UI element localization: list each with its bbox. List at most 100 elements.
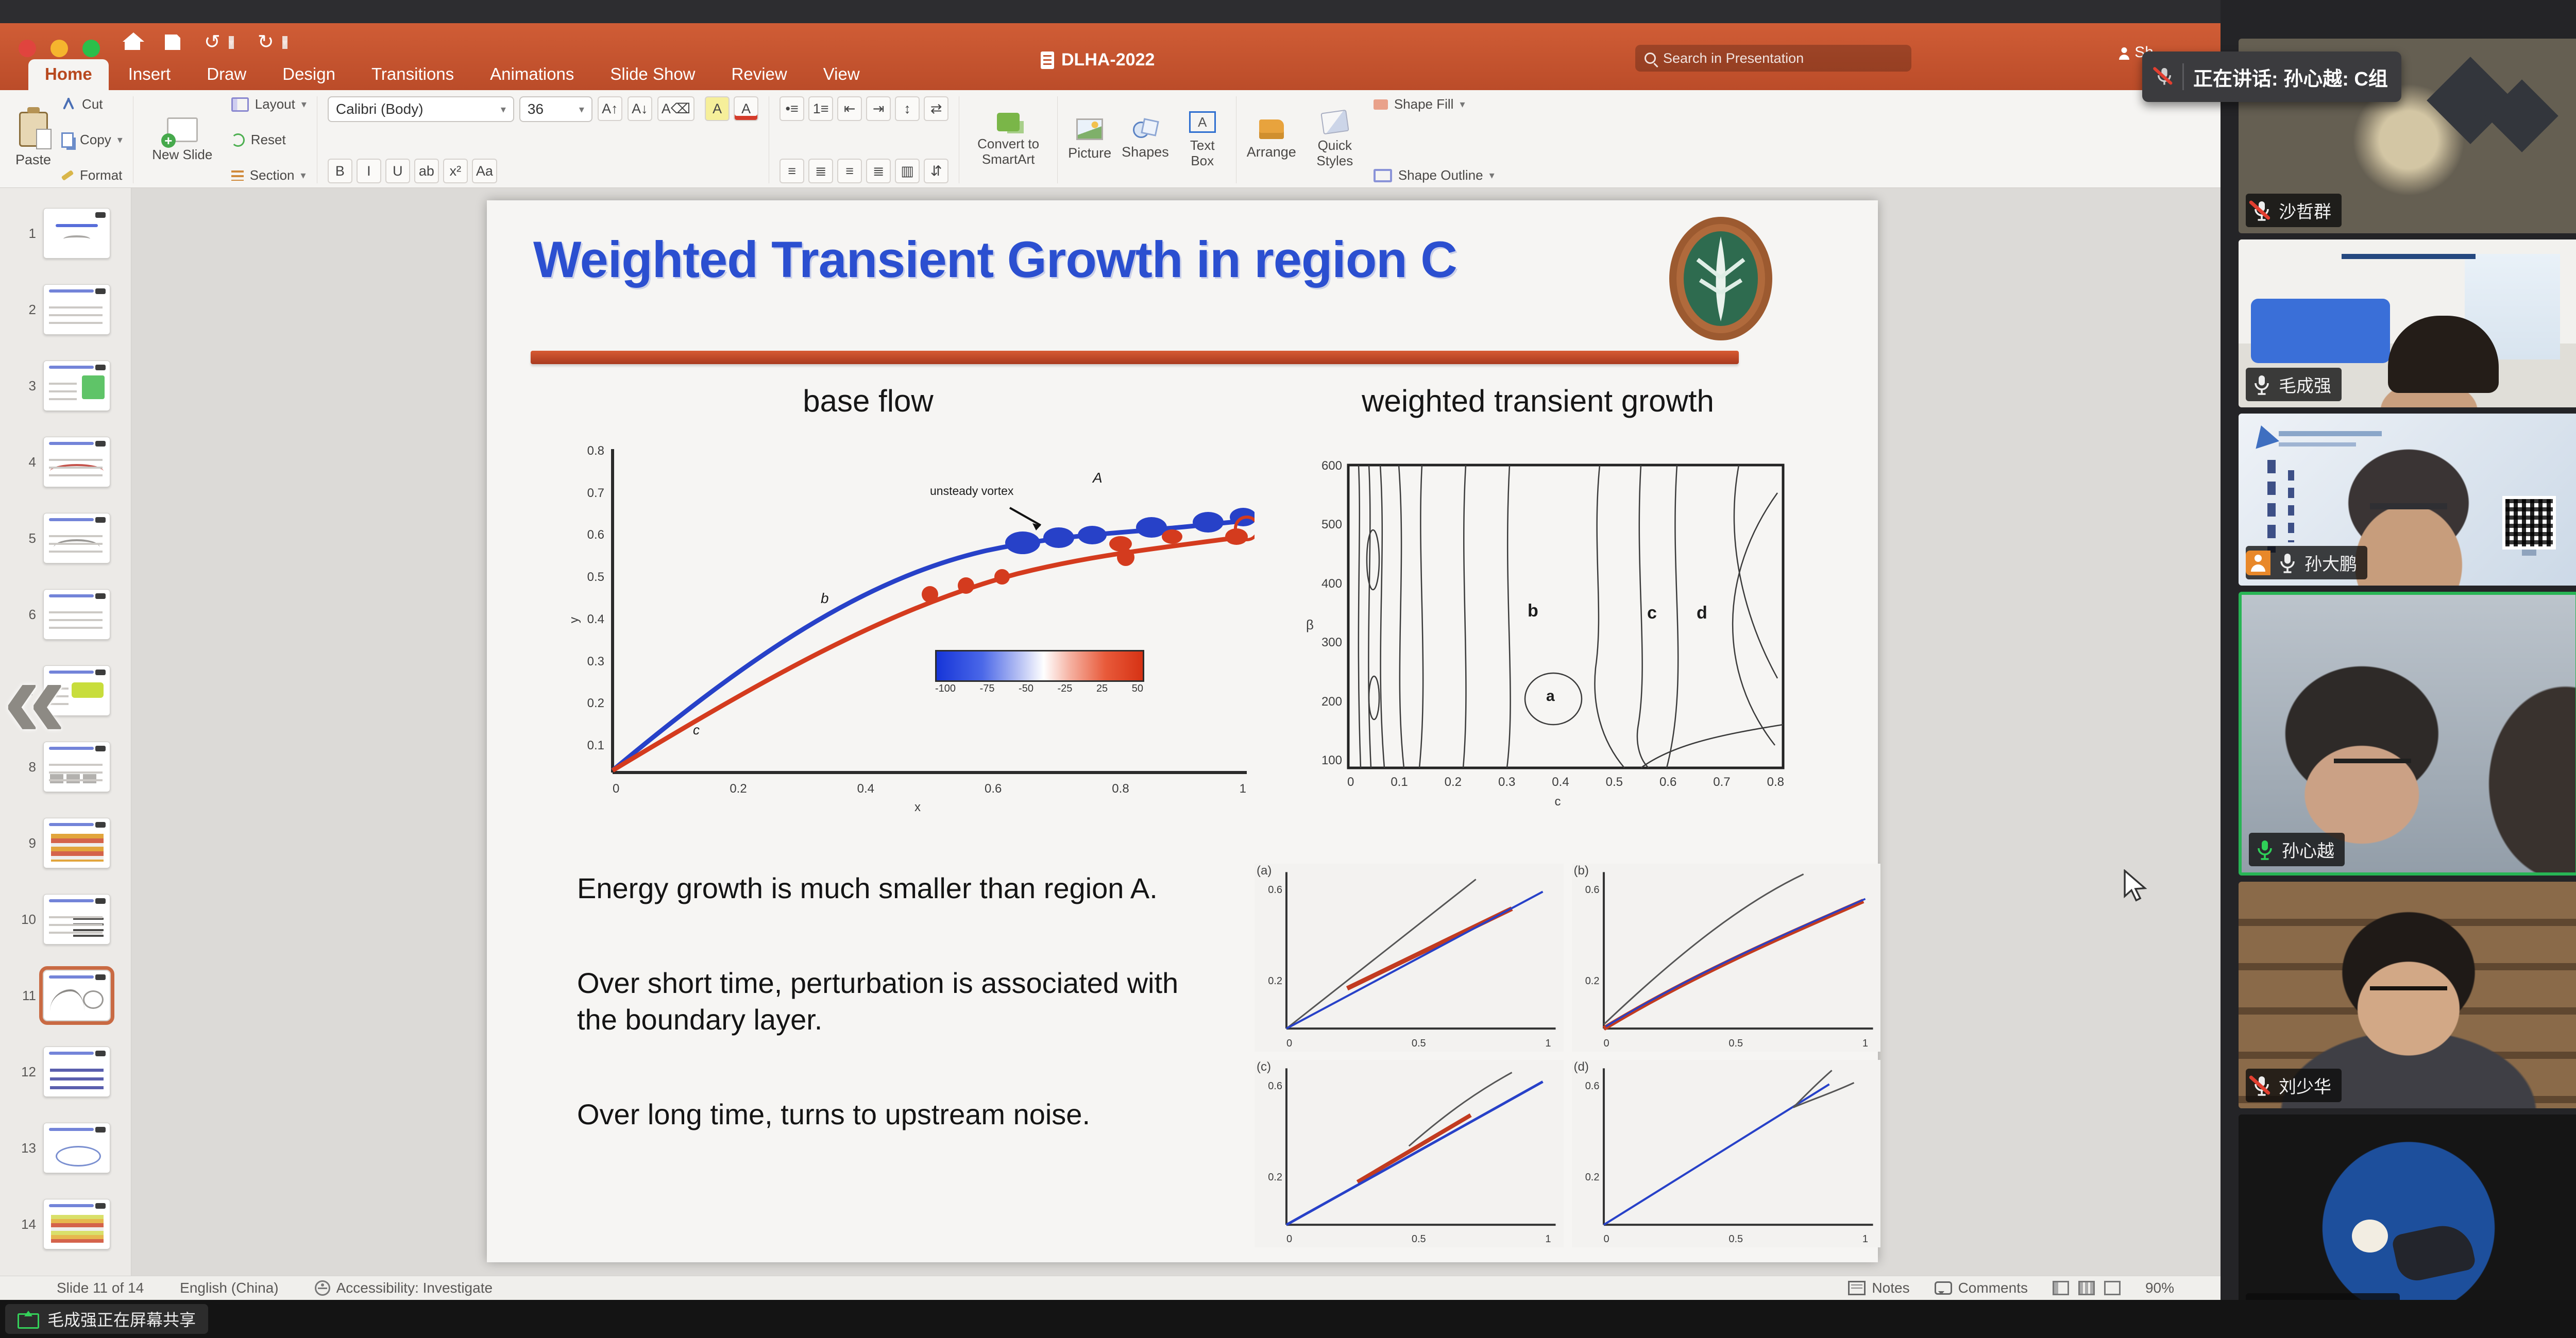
accessibility-status[interactable]: Accessibility: Investigate [314,1280,493,1296]
alignment-button[interactable]: ≡ [837,159,862,183]
shapes-button[interactable]: Shapes [1122,119,1169,160]
slide-sorter-view-icon[interactable] [2078,1281,2095,1295]
slide-thumbnail-preview[interactable] [43,513,110,563]
quick-styles-button[interactable]: Quick Styles [1307,109,1363,169]
slide-thumbnail[interactable]: 4 [0,424,131,500]
slide-thumbnail[interactable]: 11 [0,957,131,1034]
paragraph-button[interactable]: ↕ [895,96,920,121]
participant-video-tile[interactable]: 孙心越 [2239,592,2576,876]
clear-formatting-icon[interactable]: A⌫ [657,96,695,121]
ribbon-tab[interactable]: View [823,64,860,83]
language-status[interactable]: English (China) [180,1280,279,1296]
ribbon-tab[interactable]: Home [28,59,109,90]
shape-fill-button[interactable]: Shape Fill ▾ [1373,96,1495,112]
decrease-font-icon[interactable]: A↓ [627,96,652,121]
slide-thumbnail-preview[interactable] [43,1047,110,1097]
picture-button[interactable]: Picture [1068,118,1111,161]
quick-access-more-icon[interactable]: ▾ [282,36,287,49]
collapse-chevron-icon[interactable]: « [3,634,66,761]
slide-thumbnail-preview[interactable] [43,894,110,945]
shape-outline-button[interactable]: Shape Outline ▾ [1373,167,1495,183]
paragraph-button[interactable]: ⇤ [837,96,862,121]
paragraph-button[interactable]: ⇄ [924,96,949,121]
search-input[interactable]: Search in Presentation [1635,45,1911,72]
slide-thumbnail[interactable]: 7 [0,653,131,729]
format-button[interactable]: Aa [471,159,497,183]
ribbon-tab[interactable]: Animations [490,64,574,83]
ribbon-tab[interactable]: Design [282,64,335,83]
slide-thumbnail-preview[interactable] [43,208,110,259]
alignment-button[interactable]: ≣ [808,159,834,183]
slide-thumbnail[interactable]: 10 [0,881,131,957]
new-slide-button[interactable]: New Slide [144,117,221,163]
alignment-button[interactable]: ⇵ [924,159,949,183]
slide-thumbnail-preview[interactable] [43,1199,110,1249]
undo-dropdown-icon[interactable]: ▾ [228,36,234,49]
cut-button[interactable]: Cut [61,96,123,112]
paste-button[interactable]: Paste [15,112,52,168]
slide-thumbnail-preview[interactable] [43,665,110,716]
redo-icon[interactable]: ↻ [257,31,274,53]
normal-view-icon[interactable] [2052,1281,2069,1295]
screen-share-status[interactable]: 毛成强正在屏幕共享 [5,1304,209,1334]
font-size-select[interactable]: 36 ▾ [519,96,592,122]
slide-thumbnail-preview[interactable] [43,1123,110,1173]
copy-button[interactable]: Copy ▾ [61,132,123,148]
zoom-window-button[interactable] [82,40,100,57]
alignment-button[interactable]: ▥ [895,159,920,183]
increase-font-icon[interactable]: A↑ [597,96,622,121]
slide-thumbnail[interactable]: 2 [0,271,131,348]
ribbon-tab[interactable]: Slide Show [610,64,696,83]
arrange-button[interactable]: Arrange [1247,119,1296,160]
slide[interactable]: Weighted Transient Growth in region C ba… [487,200,1880,1262]
close-window-button[interactable] [19,40,36,57]
participant-video-tile[interactable]: 毛成强 [2239,239,2576,407]
format-button[interactable]: U [385,159,410,183]
participant-video-tile[interactable]: 孙大鹏 [2239,414,2576,586]
reset-button[interactable]: Reset [231,132,307,148]
home-icon[interactable] [123,32,144,50]
slide-thumbnail-preview[interactable] [43,437,110,487]
format-button[interactable]: B [327,159,352,183]
slide-thumbnail-preview[interactable] [39,966,114,1025]
format-button[interactable]: I [356,159,381,183]
alignment-button[interactable]: ≣ [866,159,891,183]
slide-thumbnail[interactable]: 14 [0,1186,131,1262]
comments-toggle[interactable]: Comments [1934,1280,2028,1296]
minimize-window-button[interactable] [50,40,68,57]
slide-thumbnail-preview[interactable] [43,818,110,868]
highlight-color-button[interactable]: A [705,96,730,121]
ribbon-tab[interactable]: Draw [207,64,247,83]
save-icon[interactable] [165,35,180,50]
notes-toggle[interactable]: Notes [1848,1280,1910,1296]
format-painter-button[interactable]: Format [61,167,123,183]
font-color-button[interactable]: A [734,96,759,121]
ribbon-tab[interactable]: Insert [128,64,171,83]
font-name-select[interactable]: Calibri (Body) ▾ [327,96,514,122]
section-button[interactable]: Section ▾ [231,167,307,183]
participant-video-tile[interactable]: 刘少华 [2239,882,2576,1108]
paragraph-button[interactable]: •≡ [779,96,805,121]
slide-thumbnail-preview[interactable] [43,742,110,792]
slide-thumbnail-preview[interactable] [43,284,110,335]
slideshow-view-icon[interactable] [2104,1281,2121,1295]
slide-thumbnail-preview[interactable] [43,589,110,640]
slide-thumbnail-preview[interactable] [43,361,110,411]
ribbon-tab[interactable]: Transitions [371,64,454,83]
slide-thumbnail[interactable]: 5 [0,500,131,576]
text-box-button[interactable]: Text Box [1179,111,1226,169]
slide-thumbnail[interactable]: 1 [0,195,131,271]
slide-thumbnail[interactable]: 3 [0,348,131,424]
zoom-level[interactable]: 90% [2145,1280,2174,1296]
undo-icon[interactable]: ↺ [204,31,221,53]
slide-thumbnail[interactable]: 13 [0,1110,131,1186]
format-button[interactable]: x² [443,159,468,183]
paragraph-button[interactable]: 1≡ [808,96,834,121]
layout-button[interactable]: Layout ▾ [231,96,307,112]
alignment-button[interactable]: ≡ [779,159,805,183]
slide-thumbnail[interactable]: 6 [0,576,131,653]
slide-thumbnail[interactable]: 9 [0,805,131,881]
slide-thumbnail[interactable]: 12 [0,1034,131,1110]
slide-thumbnail[interactable]: 8 [0,729,131,805]
format-button[interactable]: ab [414,159,439,183]
